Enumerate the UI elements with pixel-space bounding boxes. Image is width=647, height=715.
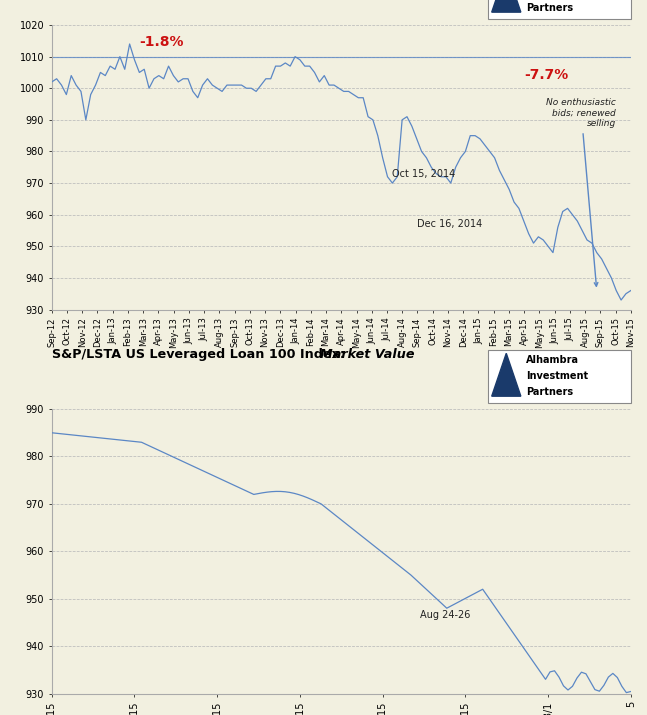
Text: Market Value: Market Value: [320, 348, 415, 361]
Text: Alhambra: Alhambra: [526, 355, 579, 365]
Text: Partners: Partners: [526, 387, 573, 397]
Text: Oct 15, 2014: Oct 15, 2014: [392, 169, 455, 179]
Text: Dec 16, 2014: Dec 16, 2014: [417, 220, 482, 230]
Text: -7.7%: -7.7%: [524, 68, 568, 82]
Text: Partners: Partners: [526, 3, 573, 13]
Text: Aug 24-26: Aug 24-26: [420, 610, 470, 620]
Text: No enthusiastic
bids; renewed
selling: No enthusiastic bids; renewed selling: [546, 99, 616, 286]
Text: S&P/LSTA US Leveraged Loan 100 Index:: S&P/LSTA US Leveraged Loan 100 Index:: [52, 348, 349, 361]
Text: -1.8%: -1.8%: [139, 34, 184, 49]
Text: Investment: Investment: [526, 371, 588, 381]
